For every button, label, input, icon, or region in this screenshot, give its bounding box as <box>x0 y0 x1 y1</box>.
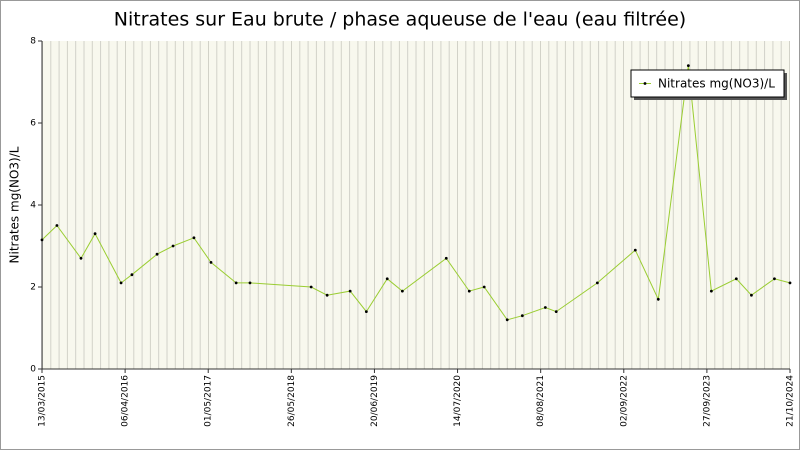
data-point <box>55 224 59 227</box>
y-tick-label: 8 <box>30 37 36 47</box>
data-point <box>234 281 238 285</box>
legend-label: Nitrates mg(NO3)/L <box>658 77 775 91</box>
x-tick-label: 02/09/2022 <box>619 375 629 427</box>
data-point <box>171 244 175 248</box>
data-point <box>482 285 486 289</box>
data-point <box>444 256 448 260</box>
y-tick-label: 2 <box>30 283 36 293</box>
data-point <box>119 281 123 285</box>
x-tick-label: 08/08/2021 <box>536 375 546 427</box>
data-point <box>248 281 252 285</box>
data-point <box>656 297 660 301</box>
data-point <box>505 318 509 322</box>
y-tick-label: 0 <box>30 365 36 375</box>
data-point <box>192 236 196 240</box>
data-point <box>773 277 776 281</box>
data-point <box>348 289 352 293</box>
data-point <box>325 293 329 297</box>
data-point <box>93 232 97 236</box>
data-point <box>520 314 524 318</box>
x-tick-label: 06/04/2016 <box>121 375 131 427</box>
data-point <box>543 306 547 309</box>
data-point <box>400 289 404 293</box>
data-point <box>734 277 738 281</box>
data-point <box>554 310 558 313</box>
chart-title: Nitrates sur Eau brute / phase aqueuse d… <box>114 9 686 31</box>
data-line <box>41 65 791 321</box>
x-tick-label: 13/03/2015 <box>38 375 48 427</box>
data-point <box>595 281 599 285</box>
data-point <box>209 261 213 264</box>
y-axis-label: Nitrates mg(NO3)/L <box>8 146 22 263</box>
legend-marker <box>643 82 647 85</box>
y-tick-label: 4 <box>30 201 36 211</box>
x-tick-label: 20/06/2019 <box>370 375 380 427</box>
data-point <box>309 285 313 289</box>
x-tick-label: 21/10/2024 <box>786 375 796 427</box>
x-tick-label: 26/05/2018 <box>287 375 297 427</box>
x-tick-label: 14/07/2020 <box>453 375 463 427</box>
data-point <box>788 281 792 285</box>
y-tick-label: 6 <box>30 119 36 129</box>
data-point <box>750 293 753 297</box>
data-point <box>686 64 690 67</box>
x-tick-label: 27/09/2023 <box>702 375 712 427</box>
x-tick-label: 01/05/2017 <box>204 375 214 427</box>
data-point <box>467 289 471 293</box>
data-point <box>633 248 637 252</box>
legend-box <box>630 69 785 98</box>
data-point <box>130 273 134 277</box>
data-point <box>79 256 83 260</box>
data-point <box>364 310 368 313</box>
data-point <box>709 289 713 293</box>
data-point <box>385 277 389 281</box>
data-point <box>155 252 159 256</box>
data-point <box>40 238 44 242</box>
